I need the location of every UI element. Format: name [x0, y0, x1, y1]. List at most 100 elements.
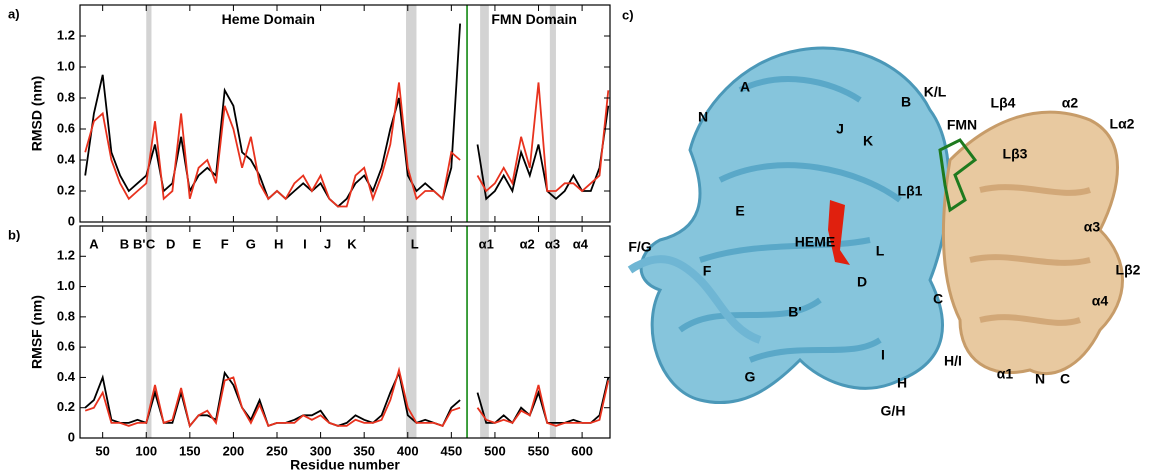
structure-label: F/G — [628, 239, 651, 255]
structure-label: B' — [788, 304, 801, 320]
ss-label: H — [274, 236, 283, 251]
shaded-region — [146, 226, 152, 438]
ss-label: K — [347, 236, 357, 251]
y-tick-label: 1.2 — [57, 248, 75, 263]
y-tick-label: 0.4 — [57, 151, 76, 166]
structure-label: N — [698, 109, 708, 125]
ss-label: L — [411, 236, 419, 251]
shaded-region — [146, 5, 152, 222]
shaded-region — [480, 226, 489, 438]
data-line — [84, 369, 610, 428]
x-tick-label: 450 — [440, 443, 462, 458]
y-tick-label: 0.4 — [57, 369, 76, 384]
ss-label: G — [246, 236, 256, 251]
x-tick-label: 550 — [528, 443, 550, 458]
ss-label: J — [324, 236, 331, 251]
x-tick-label: 350 — [353, 443, 375, 458]
y-tick-label: 0.8 — [57, 89, 75, 104]
y-tick-label: 1.2 — [57, 27, 75, 42]
structure-label: C — [933, 291, 943, 307]
data-line — [84, 366, 610, 428]
x-tick-label: 400 — [397, 443, 419, 458]
fmn-domain — [941, 110, 1124, 376]
x-tick-label: 50 — [95, 443, 109, 458]
plot-frame — [79, 225, 611, 439]
y-tick-label: 0.2 — [57, 182, 75, 197]
structure-label: L — [876, 243, 885, 259]
ss-label: α1 — [479, 236, 494, 251]
structure-label: B — [901, 94, 911, 110]
ss-label: I — [303, 236, 307, 251]
plot-frame — [79, 4, 611, 223]
ss-label: A — [89, 236, 99, 251]
panel-label: b) — [8, 227, 20, 242]
ss-label: F — [221, 236, 229, 251]
structure-label: N — [1035, 371, 1045, 387]
y-tick-label: 1.0 — [57, 58, 75, 73]
structure-label: D — [857, 274, 867, 290]
structure-label: Lβ4 — [991, 95, 1016, 111]
shaded-region — [549, 226, 556, 438]
ss-label: E — [192, 236, 201, 251]
f-g-helix — [627, 255, 762, 344]
structure-label: Lβ1 — [898, 183, 923, 199]
y-tick-label: 1.0 — [57, 278, 75, 293]
domain-label: Heme Domain — [222, 11, 315, 27]
x-tick-label: 150 — [179, 443, 201, 458]
shaded-region — [406, 5, 417, 222]
structure-label: α3 — [1084, 219, 1101, 235]
x-tick-label: 250 — [266, 443, 288, 458]
structure-label: J — [836, 121, 844, 137]
ss-label: B' — [133, 236, 145, 251]
ss-label: D — [166, 236, 175, 251]
structure-label: I — [881, 347, 885, 363]
shaded-region — [406, 226, 417, 438]
y-axis-label: RMSD (nm) — [29, 76, 45, 151]
heme-group — [828, 200, 850, 265]
structure-label: FMN — [947, 117, 977, 133]
structure-label: F — [703, 263, 712, 279]
structure-label: K/L — [924, 84, 947, 100]
data-line — [84, 82, 610, 208]
structure-label: Lβ3 — [1003, 146, 1028, 162]
structure-label: α1 — [997, 366, 1014, 382]
x-axis-label: Residue number — [290, 457, 400, 471]
structure-label: C — [1060, 371, 1070, 387]
ss-label: α2 — [520, 236, 535, 251]
shaded-region — [549, 5, 556, 222]
y-tick-label: 0.2 — [57, 399, 75, 414]
x-tick-label: 500 — [484, 443, 506, 458]
y-tick-label: 0 — [68, 429, 75, 444]
structure-label: α4 — [1092, 293, 1109, 309]
y-tick-label: 0 — [68, 213, 75, 228]
x-tick-label: 600 — [571, 443, 593, 458]
y-tick-label: 0.8 — [57, 308, 75, 323]
x-tick-label: 200 — [223, 443, 245, 458]
y-axis-label: RMSF (nm) — [29, 295, 45, 369]
structure-label: H — [897, 375, 907, 391]
ss-label: C — [146, 236, 156, 251]
structure-label: Lα2 — [1110, 116, 1135, 132]
structure-label: K — [863, 133, 873, 149]
domain-label: FMN Domain — [491, 11, 577, 27]
x-tick-label: 100 — [135, 443, 157, 458]
y-tick-label: 0.6 — [57, 120, 75, 135]
panel-label: a) — [8, 6, 20, 21]
x-tick-label: 300 — [310, 443, 332, 458]
shaded-region — [480, 5, 489, 222]
structure-label: G/H — [881, 403, 906, 419]
structure-label: G — [745, 369, 756, 385]
ss-label: α3 — [545, 236, 560, 251]
structure-label: α2 — [1062, 95, 1079, 111]
panel-label: c) — [622, 7, 634, 22]
structure-label: E — [735, 203, 744, 219]
structure-label: HEME — [795, 234, 835, 250]
structure-label: Lβ2 — [1116, 262, 1141, 278]
heme-helices — [678, 76, 902, 363]
fmn-sheets — [969, 184, 1091, 326]
protein-structure — [627, 46, 1124, 405]
data-line — [84, 23, 610, 208]
structure-label: A — [740, 79, 750, 95]
y-tick-label: 0.6 — [57, 339, 75, 354]
